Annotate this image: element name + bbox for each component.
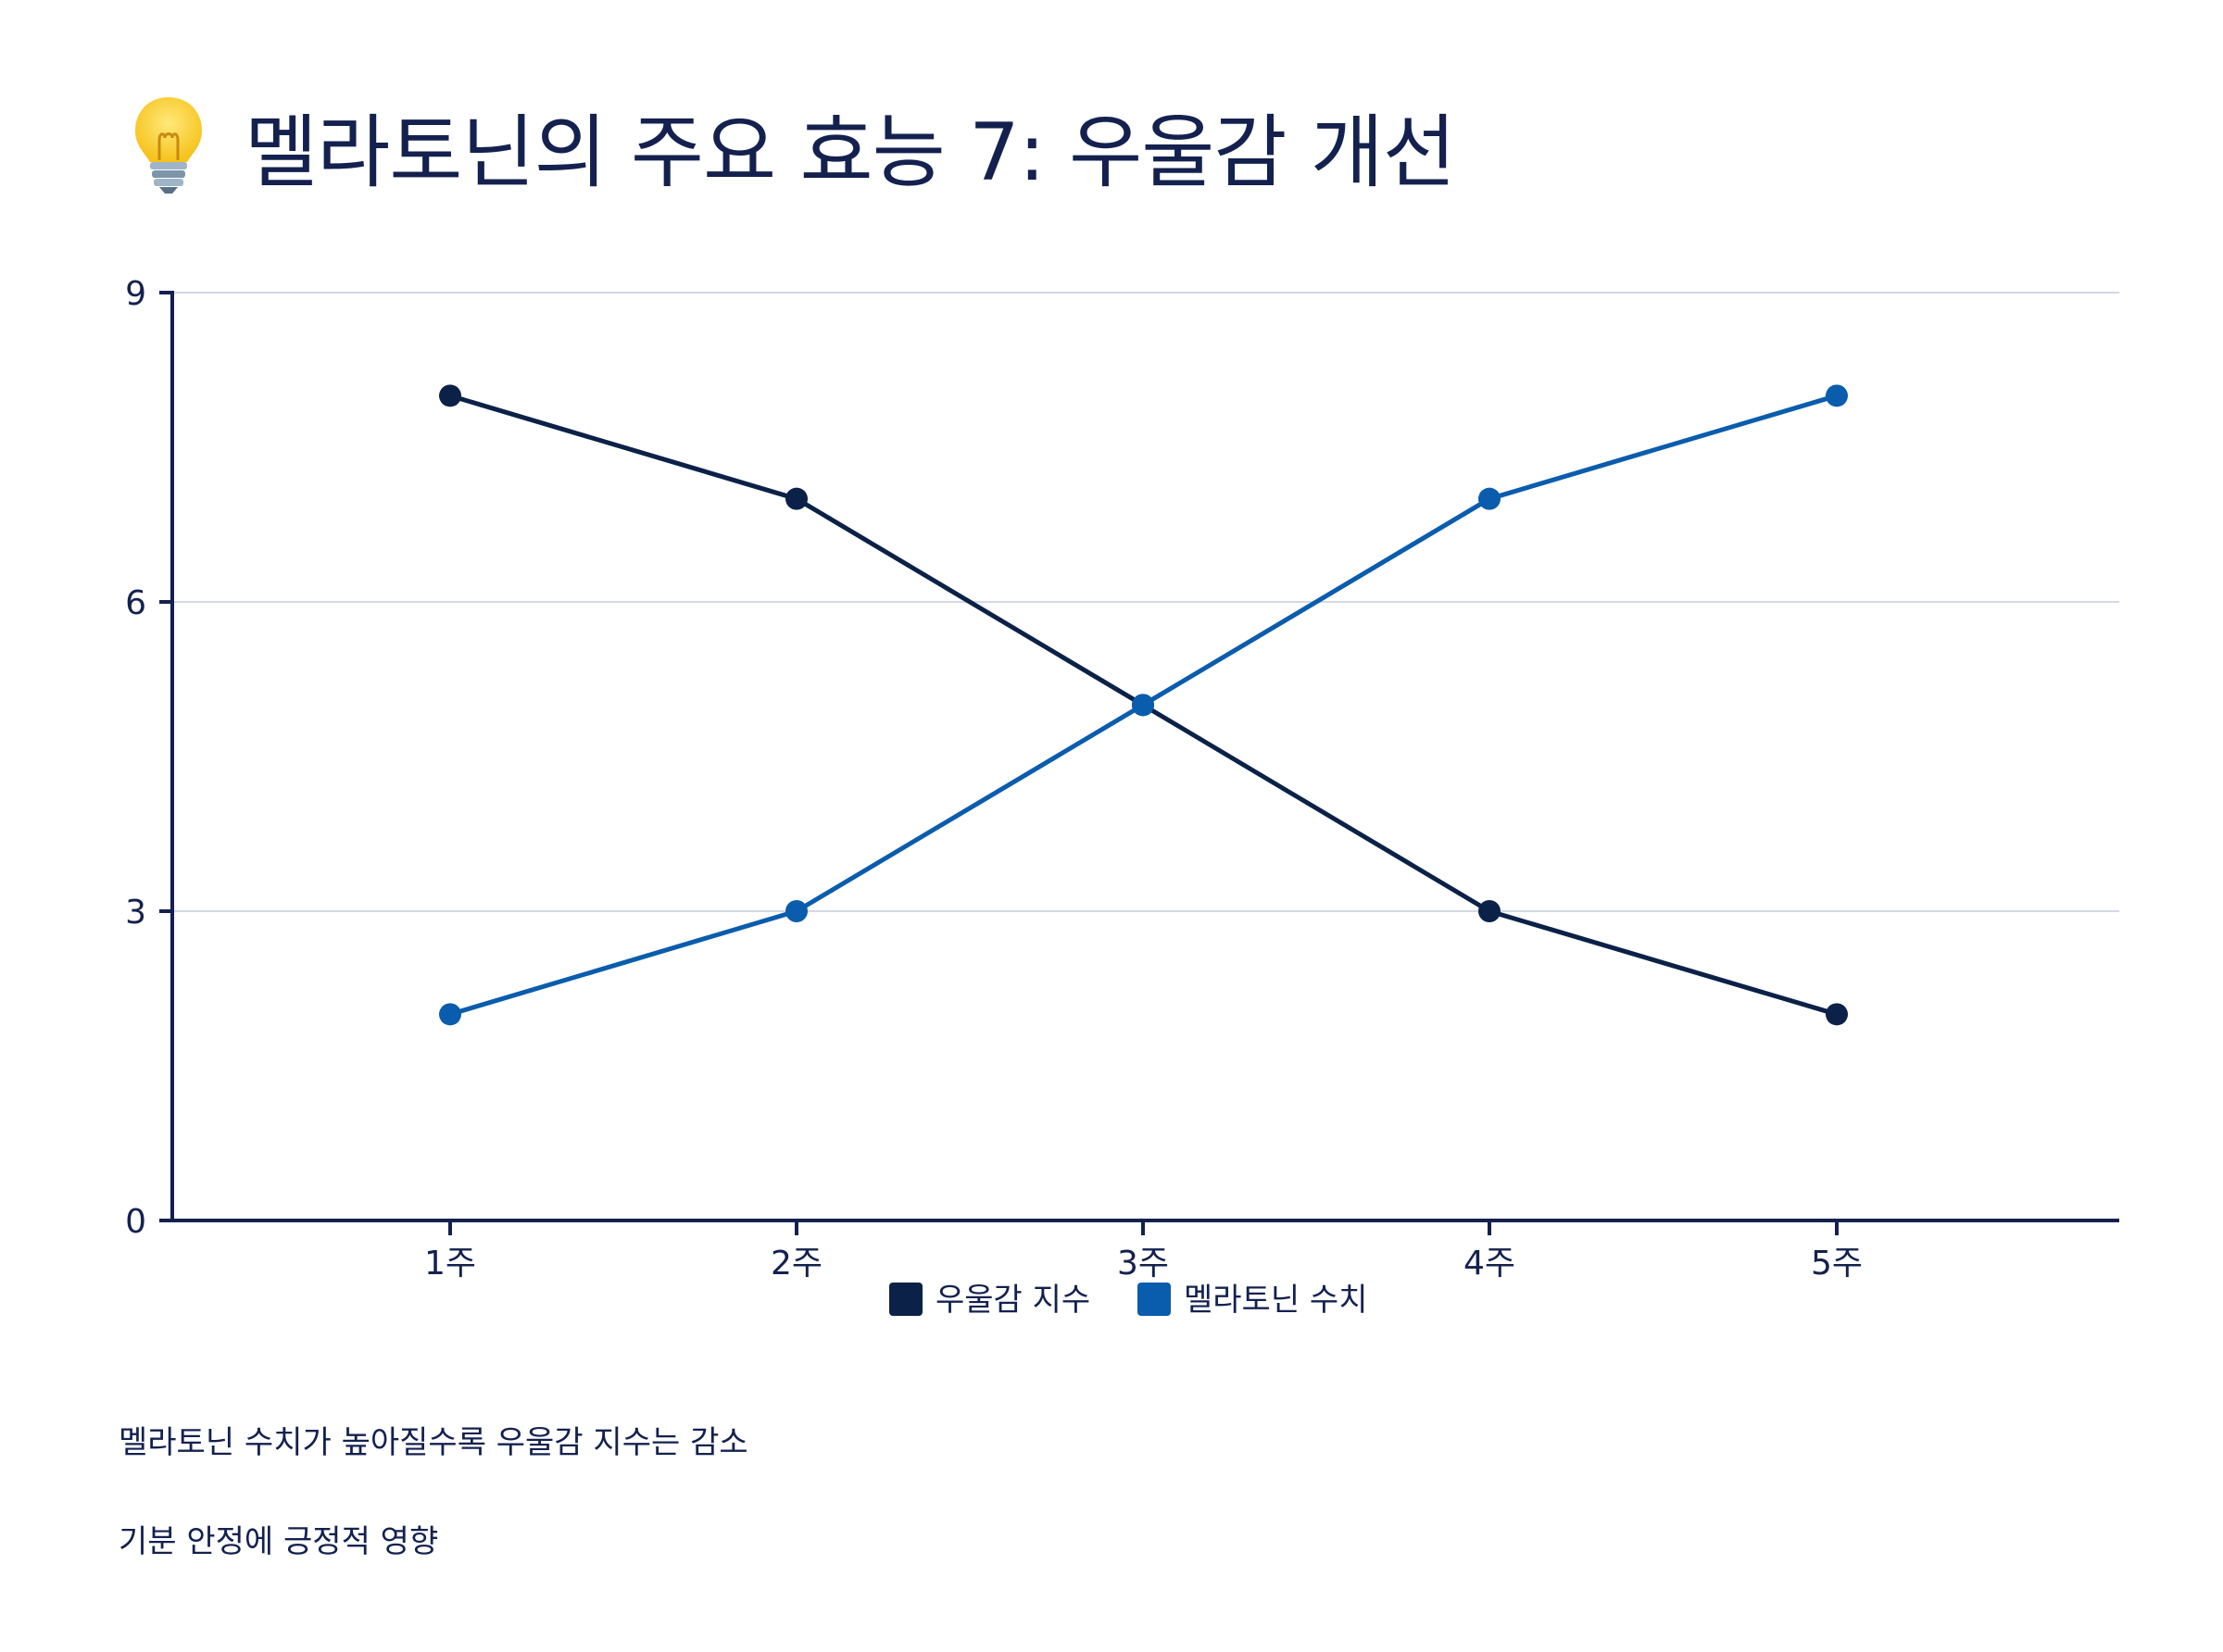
y-tick-label: 9 (125, 275, 146, 313)
x-tick-label: 1주 (424, 1245, 476, 1283)
data-point-s2-5 (1826, 384, 1848, 407)
x-tick-label: 4주 (1463, 1245, 1515, 1283)
x-tick-label: 5주 (1811, 1245, 1863, 1283)
note-1: 멜라토닌 수치가 높아질수록 우울감 지수는 감소 (119, 1424, 748, 1461)
tick-labels: 0 3 6 9 1주 2주 3주 4주 5주 (125, 275, 1863, 1283)
legend-swatch-2 (1137, 1283, 1171, 1316)
y-tick-label: 3 (125, 894, 146, 932)
data-point-s2-3 (1132, 694, 1154, 717)
notes: 멜라토닌 수치가 높아질수록 우울감 지수는 감소 기분 안정에 긍정적 영향 (119, 1417, 748, 1615)
title-row: 멜라토닌의 주요 효능 7: 우울감 개선 (130, 89, 1456, 200)
x-tick-label: 2주 (771, 1245, 823, 1283)
legend-swatch-1 (889, 1283, 923, 1316)
data-point-s1-1 (439, 384, 461, 407)
data-point-s1-4 (1478, 900, 1501, 922)
grid-lines (172, 292, 2119, 912)
series (439, 384, 1848, 1026)
legend-label-1: 우울감 지수 (936, 1282, 1090, 1319)
x-tick-label: 3주 (1117, 1245, 1169, 1283)
lightbulb-icon (135, 97, 202, 194)
data-point-s2-2 (785, 900, 808, 922)
data-point-s1-2 (785, 487, 808, 510)
data-point-s1-5 (1826, 1003, 1848, 1026)
page-title: 멜라토닌의 주요 효능 7: 우울감 개선 (245, 106, 1456, 199)
data-point-s2-4 (1478, 487, 1501, 510)
data-point-s2-1 (439, 1003, 461, 1026)
y-tick-label: 6 (125, 584, 146, 622)
axes (159, 291, 2119, 1235)
legend: 우울감 지수 멜라토닌 수치 (889, 1282, 1368, 1319)
note-2: 기분 안정에 긍정적 영향 (119, 1523, 439, 1560)
y-tick-label: 0 (125, 1203, 146, 1241)
legend-label-2: 멜라토닌 수치 (1184, 1282, 1368, 1319)
